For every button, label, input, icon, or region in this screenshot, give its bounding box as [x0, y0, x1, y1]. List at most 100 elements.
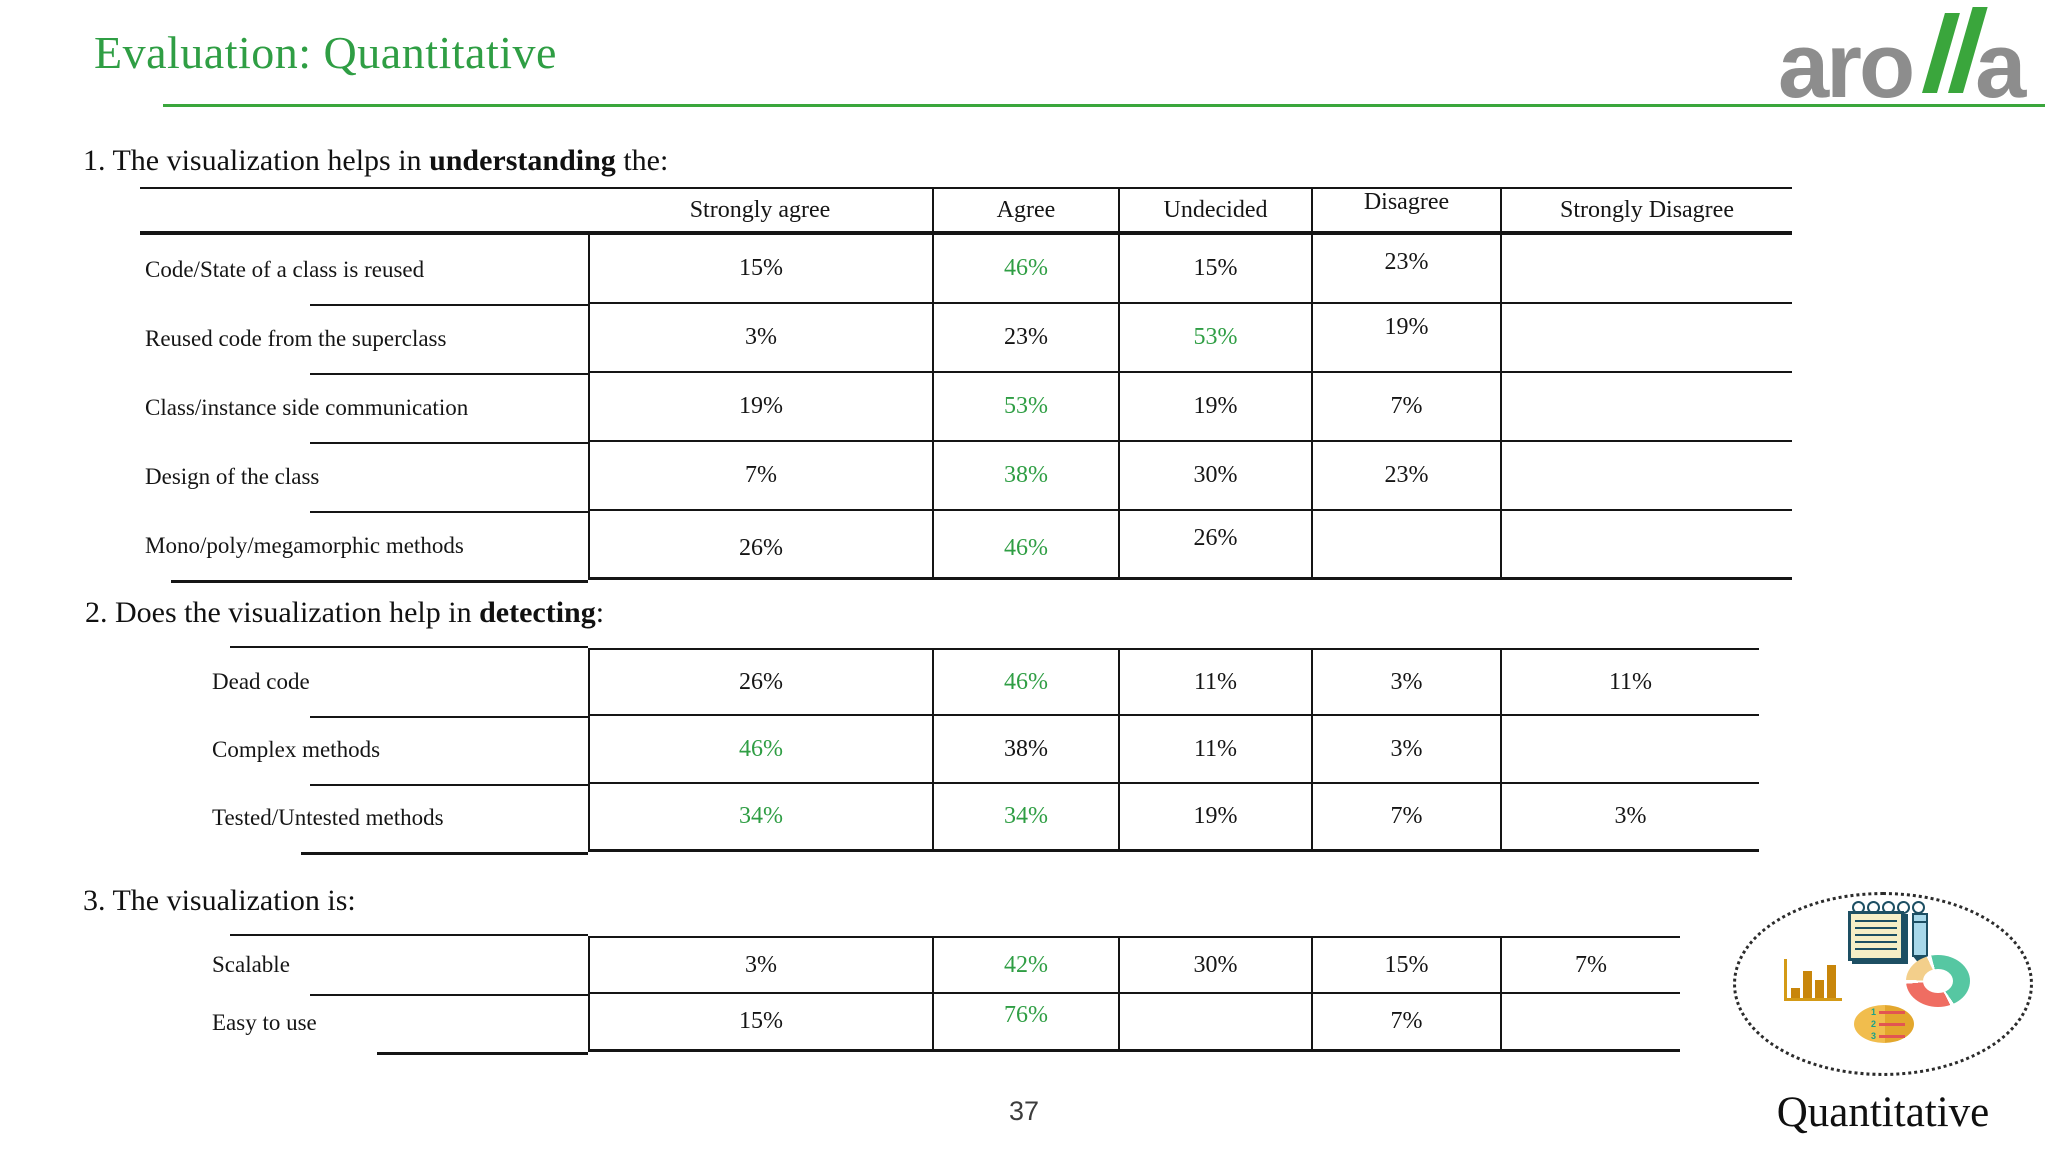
value-cell-text: 7% — [1390, 393, 1423, 419]
value-cell-text: 3% — [1390, 668, 1423, 695]
column-header-agree-text: Agree — [996, 196, 1056, 223]
row-label-text: Class/instance side communication — [145, 394, 469, 420]
row-label-text: Easy to use — [212, 1010, 317, 1035]
heading-text: : — [595, 596, 605, 629]
value-cell-text: 7% — [1390, 1008, 1423, 1034]
value-cell-text: 26% — [1193, 524, 1238, 551]
heading-bold-text: detecting — [479, 596, 596, 629]
notepad-lines — [1855, 920, 1897, 954]
table-row: Reused code from the superclass 3% 23% 53% 1… — [140, 304, 1792, 375]
row-label-text: Complex methods — [212, 737, 381, 762]
row-label-text: Scalable — [212, 952, 290, 977]
value-cell: 15% — [1118, 235, 1311, 304]
table-row: Class/instance side communication 19% 53% 1… — [140, 373, 1792, 444]
value-cell-text: 46% — [1004, 534, 1048, 561]
value-cell-text: 46% — [739, 735, 783, 762]
list-line — [1879, 1034, 1906, 1038]
table-header-row: Strongly agree Agree Undecided Disagree Stro… — [140, 187, 1792, 235]
value-cell: 15% — [588, 235, 932, 304]
value-cell-text: 15% — [739, 1008, 783, 1034]
value-cell-text: 19% — [1384, 314, 1429, 340]
value-cell-text: 15% — [1193, 255, 1238, 281]
value-cell-text: 19% — [739, 393, 783, 419]
value-cell-text: 30% — [1193, 951, 1238, 978]
value-cell — [1500, 442, 1792, 511]
logo-text-left: aro — [1778, 15, 1915, 117]
value-cell: 34% — [932, 784, 1118, 852]
row-label: Complex methods — [140, 716, 588, 786]
arolla-logo: aro a — [1778, 7, 2026, 117]
column-header-strongly-agree-text: Strongly agree — [689, 196, 831, 223]
heading-text: 3. The visualization is: — [83, 884, 356, 917]
value-cell — [1500, 716, 1759, 784]
value-cell — [1311, 511, 1500, 580]
row-label: Tested/Untested methods — [140, 784, 588, 855]
value-cell-text: 3% — [745, 951, 777, 978]
value-cell: 23% — [1311, 235, 1500, 304]
row-label-text: Mono/poly/megamorphic methods — [145, 532, 464, 558]
value-cell: 26% — [1118, 511, 1311, 580]
pencil-icon — [1912, 913, 1928, 965]
column-header-undecided-text: Undecided — [1163, 196, 1268, 223]
value-cell-text: 3% — [745, 324, 777, 350]
row-label: Easy to use — [140, 994, 588, 1055]
value-cell: 11% — [1118, 716, 1311, 784]
row-label: Dead code — [140, 646, 589, 718]
value-cell: 46% — [588, 716, 932, 784]
heading-text: 1. The visualization helps in — [83, 144, 430, 177]
value-cell-text: 19% — [1193, 393, 1238, 419]
value-cell-text: 7% — [745, 462, 777, 488]
row-label-text: Reused code from the superclass — [145, 325, 447, 351]
value-cell-text: 15% — [1384, 951, 1429, 978]
page-title: Evaluation: Quantitative — [94, 27, 557, 78]
value-cell: 26% — [588, 511, 932, 580]
heading-text: the: — [615, 144, 669, 177]
value-cell-text: 11% — [1193, 668, 1238, 695]
section-2-heading: 2. Does the visualization help in detect… — [85, 596, 604, 630]
value-cell — [1500, 304, 1792, 373]
value-cell: 46% — [932, 648, 1118, 716]
row-label-text: Code/State of a class is reused — [145, 256, 425, 282]
value-cell-text: 46% — [1004, 668, 1048, 695]
value-cell: 19% — [588, 373, 932, 442]
value-cell-text: 15% — [739, 255, 783, 281]
value-cell: 19% — [1311, 304, 1500, 373]
list-number: 1 — [1871, 1006, 1877, 1017]
value-cell: 23% — [932, 304, 1118, 373]
value-cell — [1500, 994, 1680, 1052]
value-cell: 38% — [932, 442, 1118, 511]
list-number: 2 — [1871, 1018, 1877, 1029]
table-detecting: Dead code 26% 46% 11% 3% 11% Complex methods 46… — [140, 646, 1759, 855]
row-label: Class/instance side communication — [140, 373, 588, 444]
value-cell: 38% — [932, 716, 1118, 784]
value-cell-text: 76% — [1004, 1002, 1048, 1028]
value-cell-text: 3% — [1390, 735, 1423, 762]
column-header-strongly-disagree: Strongly Disagree — [1500, 187, 1792, 235]
column-header-disagree-text: Disagree — [1363, 188, 1450, 215]
value-cell-text: 23% — [1004, 324, 1048, 350]
value-cell-text: 11% — [1608, 668, 1653, 695]
value-cell: 34% — [588, 784, 932, 852]
value-cell: 7% — [1311, 994, 1500, 1052]
value-cell: 53% — [932, 373, 1118, 442]
value-cell-text: 11% — [1193, 735, 1238, 762]
value-cell: 19% — [1118, 784, 1311, 852]
donut-chart-icon — [1906, 955, 1970, 1007]
value-cell: 7% — [1311, 373, 1500, 442]
value-cell: 11% — [1500, 648, 1759, 716]
dotted-ellipse: 1 2 3 — [1733, 892, 2033, 1076]
table-row: Code/State of a class is reused 15% 46% 15%… — [140, 235, 1792, 306]
value-cell: 7% — [588, 442, 932, 511]
value-cell-text: 30% — [1193, 462, 1238, 488]
value-cell: 42% — [932, 936, 1118, 994]
value-cell-text: 34% — [739, 803, 783, 829]
value-cell-text: 38% — [1004, 735, 1048, 762]
column-header-disagree: Disagree — [1311, 187, 1500, 235]
table-row: Design of the class 7% 38% 30% 23% — [140, 442, 1792, 513]
value-cell — [1500, 511, 1792, 580]
value-cell-text: 46% — [1004, 255, 1048, 281]
row-label: Reused code from the superclass — [140, 304, 588, 375]
title-underline — [163, 104, 2045, 107]
value-cell: 7% — [1311, 784, 1500, 852]
value-cell: 15% — [588, 994, 932, 1052]
